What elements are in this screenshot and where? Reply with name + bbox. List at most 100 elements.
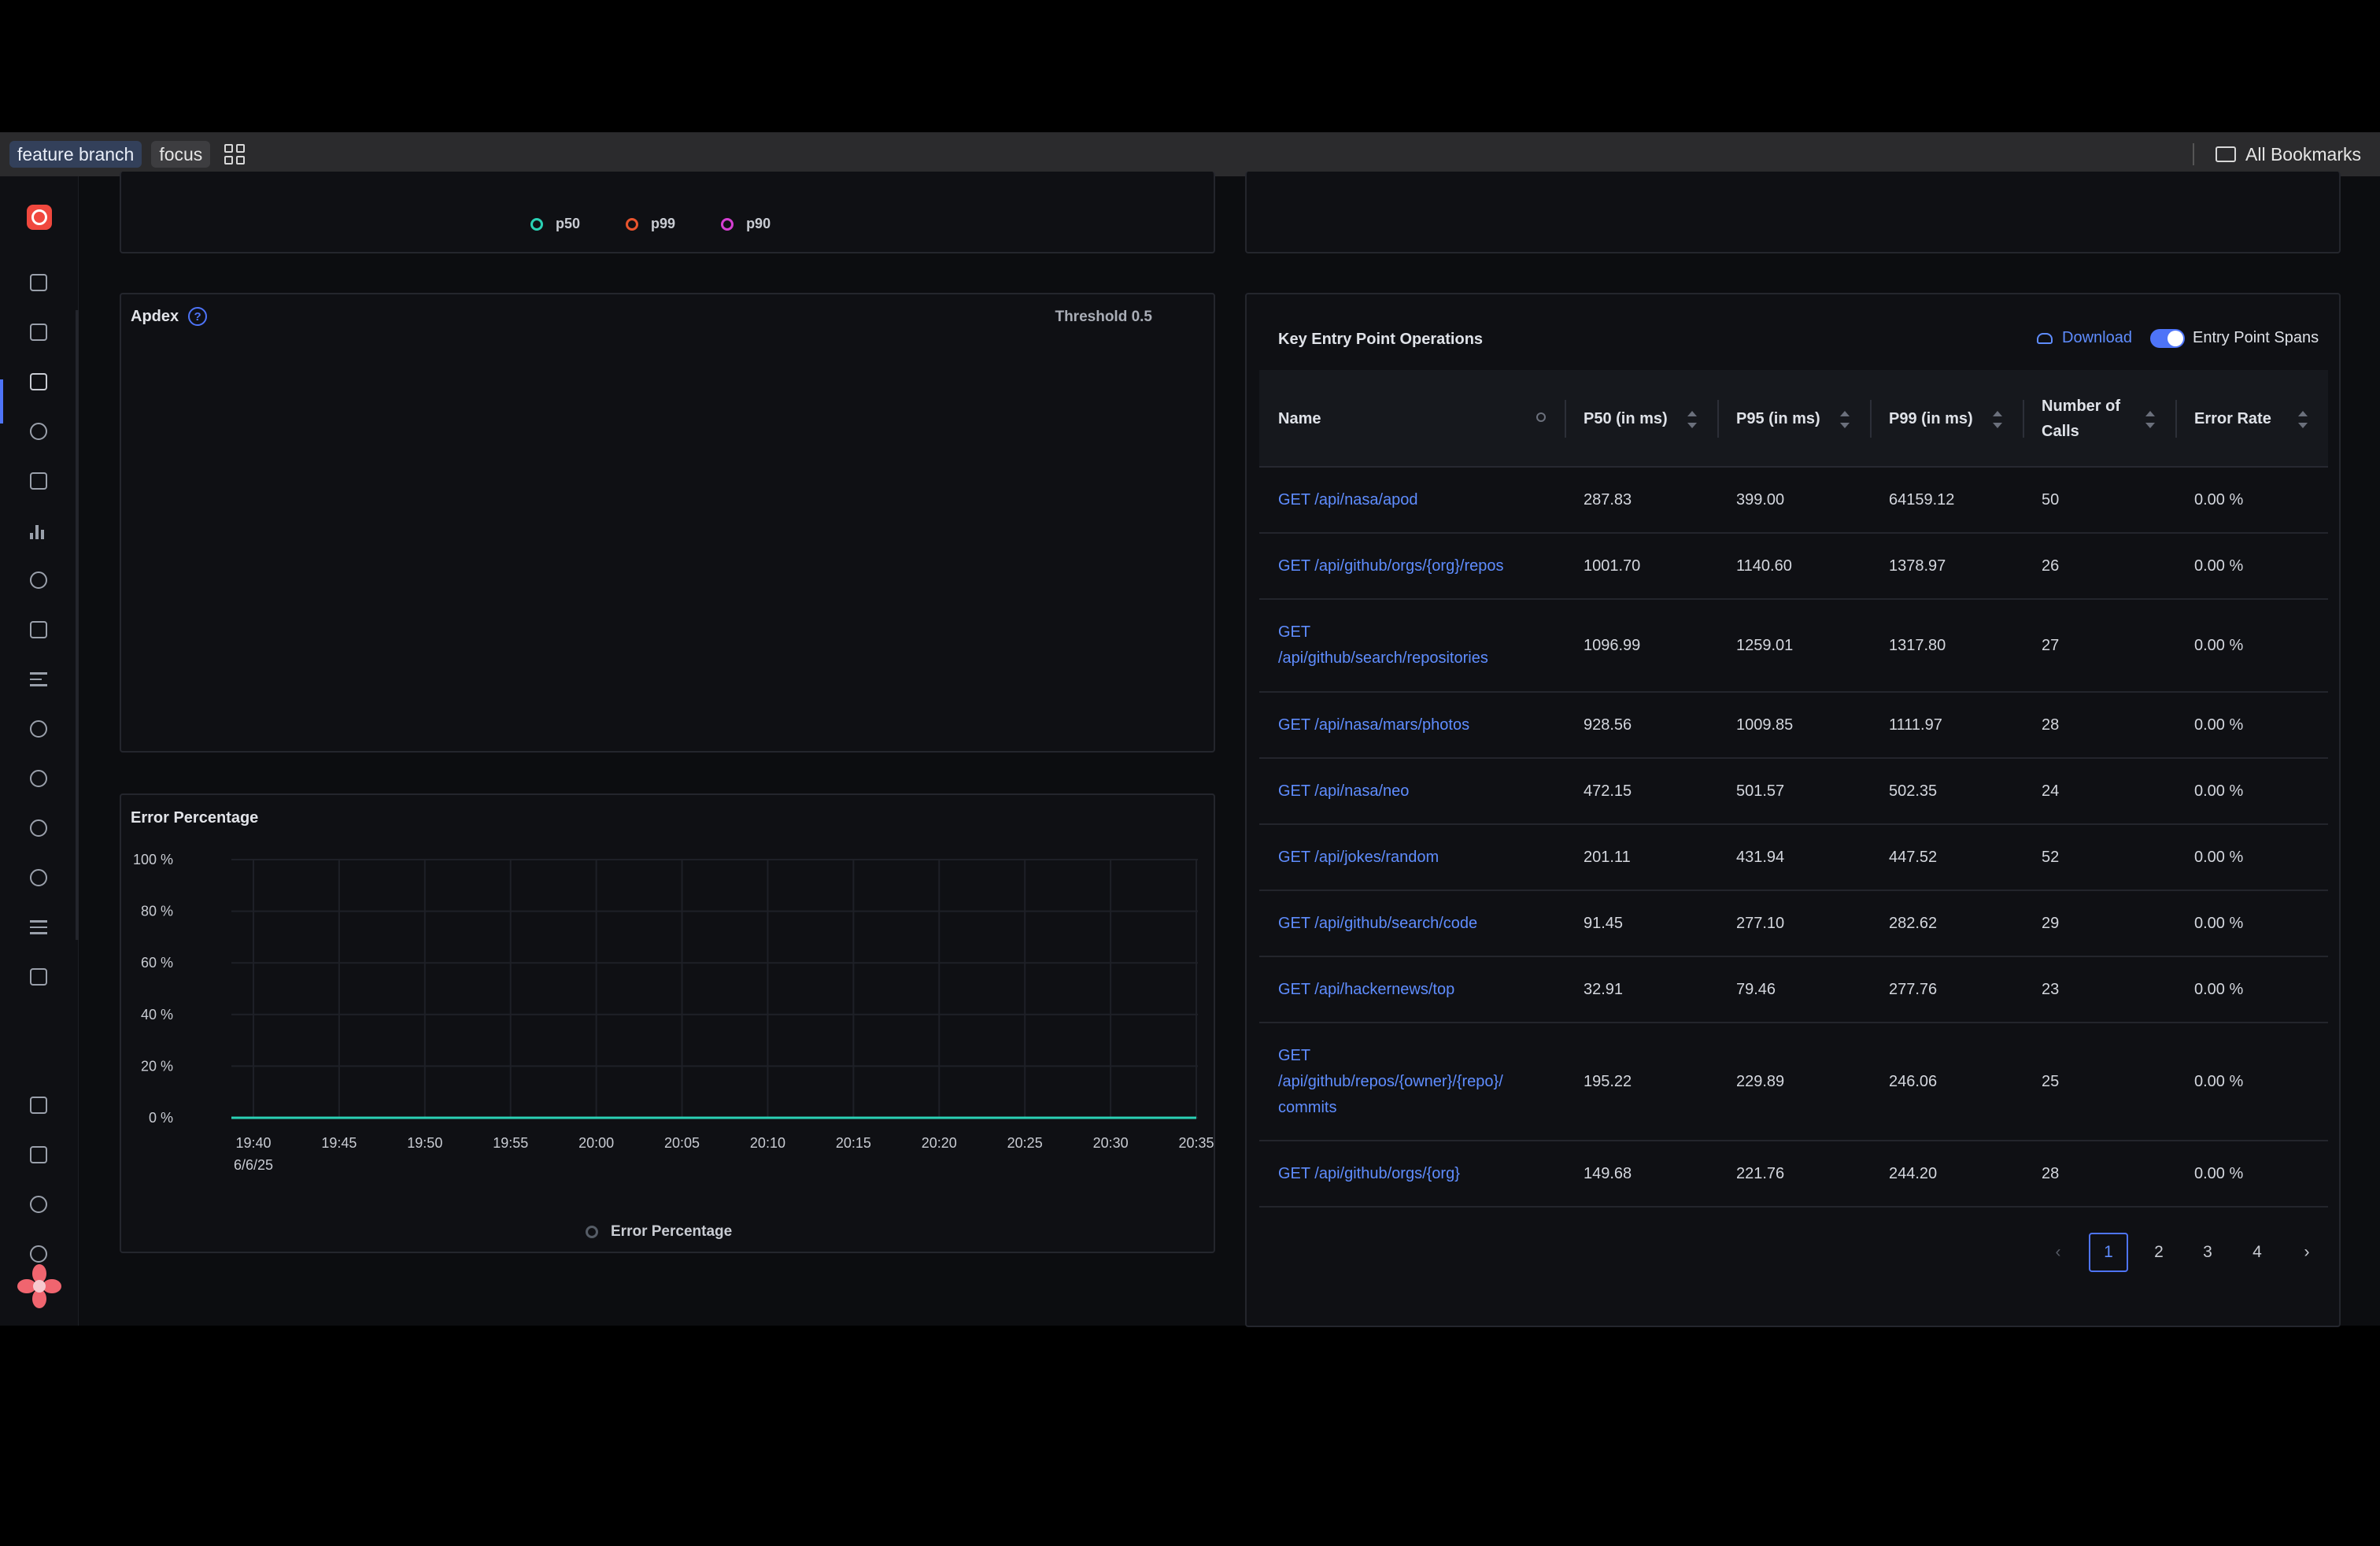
integrations-icon[interactable] — [27, 568, 50, 592]
invite-user-icon[interactable] — [27, 1193, 50, 1216]
account-icon[interactable] — [27, 1242, 50, 1266]
operation-link[interactable]: GET /api/nasa/neo — [1278, 782, 1410, 800]
x-tick-label: 20:10 — [750, 1135, 785, 1151]
operation-link[interactable]: GET /api/nasa/mars/photos — [1278, 716, 1470, 734]
app-logo-icon[interactable] — [27, 205, 52, 230]
col-p50[interactable]: P50 (in ms) — [1584, 409, 1668, 427]
flower-badge-icon — [17, 1264, 61, 1308]
x-tick-label: 19:50 — [407, 1135, 442, 1151]
col-name[interactable]: Name — [1278, 409, 1321, 427]
bug-icon[interactable] — [27, 866, 50, 890]
y-tick-label: 60 % — [141, 955, 173, 971]
legend-item-p99[interactable]: p99 — [626, 216, 675, 232]
cell-p99: 244.20 — [1889, 1164, 1938, 1182]
error-legend-label: Error Percentage — [611, 1223, 733, 1240]
sort-calls-icon[interactable] — [2145, 411, 2155, 428]
legend-item-p90[interactable]: p90 — [721, 216, 771, 232]
table-row[interactable]: GET /api/nasa/neo 472.15 501.57 502.35 24 0.0… — [1259, 759, 2328, 825]
operation-link[interactable]: GET /api/github/search/repositories — [1278, 623, 1488, 667]
apps-grid-icon[interactable] — [224, 144, 246, 165]
billing-icon[interactable] — [27, 965, 50, 989]
apdex-panel: Apdex ? Threshold 0.5 — [120, 293, 1215, 753]
cell-error: 0.00 % — [2194, 848, 2244, 866]
operations-title: Key Entry Point Operations — [1278, 331, 1484, 348]
col-number-of-calls[interactable]: Number of Calls — [2042, 398, 2120, 440]
cell-p95: 1009.85 — [1736, 716, 1794, 734]
cell-p50: 91.45 — [1584, 914, 1624, 932]
operation-link[interactable]: GET /api/nasa/apod — [1278, 490, 1418, 509]
error-legend-item[interactable]: Error Percentage — [586, 1223, 732, 1241]
col-error-rate[interactable]: Error Rate — [2194, 409, 2271, 427]
y-tick-label: 80 % — [141, 904, 173, 919]
cell-p99: 64159.12 — [1889, 490, 1955, 509]
table-row[interactable]: GET /api/jokes/random 201.11 431.94 447.52 5… — [1259, 825, 2328, 891]
home-icon[interactable] — [27, 320, 50, 344]
page-2[interactable]: 2 — [2154, 1243, 2164, 1261]
services-icon[interactable] — [27, 370, 50, 394]
operation-link[interactable]: GET /api/github/orgs/{org}/repos — [1278, 557, 1504, 575]
rocket-icon[interactable] — [27, 816, 50, 840]
table-row[interactable]: GET /api/github/search/code 91.45 277.10 28… — [1259, 891, 2328, 957]
latency-legend: p50 p99 p90 — [530, 216, 771, 232]
cell-calls: 50 — [2042, 490, 2060, 509]
operation-link[interactable]: GET /api/github/repos/{owner}/{repo}/ co… — [1278, 1046, 1503, 1116]
binoculars-icon[interactable] — [27, 717, 50, 741]
bookmark-focus[interactable]: focus — [151, 141, 211, 168]
layers-icon[interactable] — [27, 1093, 50, 1117]
sort-error-icon[interactable] — [2298, 411, 2308, 428]
all-bookmarks-button[interactable]: All Bookmarks — [2216, 132, 2361, 176]
alerts-icon[interactable] — [27, 767, 50, 790]
cube-icon[interactable] — [27, 271, 50, 294]
page-1[interactable]: 1 — [2089, 1233, 2128, 1272]
next-page-icon[interactable]: › — [2304, 1243, 2310, 1261]
table-row[interactable]: GET /api/github/orgs/{org} 149.68 221.76 24… — [1259, 1141, 2328, 1208]
search-icon[interactable] — [1536, 412, 1546, 422]
operation-link[interactable]: GET /api/jokes/random — [1278, 848, 1439, 866]
table-row[interactable]: GET /api/nasa/mars/photos 928.56 1009.85 11… — [1259, 693, 2328, 759]
sort-p95-icon[interactable] — [1840, 411, 1850, 428]
cell-p50: 1096.99 — [1584, 636, 1641, 654]
help-icon[interactable]: ? — [188, 307, 208, 326]
metrics-icon[interactable] — [27, 519, 50, 542]
cell-error: 0.00 % — [2194, 1072, 2244, 1090]
operation-link[interactable]: GET /api/github/orgs/{org} — [1278, 1164, 1460, 1182]
pipelines-icon[interactable] — [27, 915, 50, 939]
download-button[interactable]: Download — [2037, 329, 2132, 347]
table-row[interactable]: GET /api/nasa/apod 287.83 399.00 64159.12 50… — [1259, 468, 2328, 534]
dashboards-icon[interactable] — [27, 618, 50, 642]
x-tick-label: 20:25 — [1007, 1135, 1043, 1151]
logs-icon[interactable] — [27, 469, 50, 493]
entry-point-spans-toggle[interactable] — [2150, 329, 2185, 348]
traces-icon[interactable] — [27, 420, 50, 443]
cell-p50: 195.22 — [1584, 1072, 1632, 1090]
sidebar-scroll-rail — [76, 310, 79, 940]
col-p99[interactable]: P99 (in ms) — [1889, 409, 1973, 427]
prev-page-icon[interactable]: ‹ — [2055, 1243, 2061, 1261]
sort-p99-icon[interactable] — [1993, 411, 2002, 428]
bookmark-feature-branch[interactable]: feature branch — [9, 141, 142, 168]
table-row[interactable]: GET /api/github/search/repositories 1096.… — [1259, 600, 2328, 693]
table-row[interactable]: GET /api/github/repos/{owner}/{repo}/ co… — [1259, 1023, 2328, 1141]
sidebar-active-indicator — [0, 379, 3, 423]
operation-link[interactable]: GET /api/hackernews/top — [1278, 980, 1455, 998]
x-tick-label: 19:45 — [321, 1135, 357, 1151]
operation-link[interactable]: GET /api/github/search/code — [1278, 914, 1478, 932]
sort-p50-icon[interactable] — [1687, 411, 1697, 428]
cell-error: 0.00 % — [2194, 914, 2244, 932]
page-3[interactable]: 3 — [2203, 1243, 2212, 1261]
col-divider — [2175, 400, 2177, 438]
legend-item-p50[interactable]: p50 — [530, 216, 580, 232]
cell-p99: 1111.97 — [1889, 716, 1942, 734]
table-row[interactable]: GET /api/github/orgs/{org}/repos 1001.70 1… — [1259, 534, 2328, 600]
apdex-title: Apdex — [131, 307, 179, 325]
app-window: p50 p99 p90 Apdex ? Threshold 0.5 — [0, 172, 2380, 1327]
x-tick-label: 20:35 — [1178, 1135, 1214, 1151]
table-row[interactable]: GET /api/hackernews/top 32.91 79.46 277.76 2… — [1259, 957, 2328, 1023]
legend-p50-dot — [530, 217, 543, 231]
col-p95[interactable]: P95 (in ms) — [1736, 409, 1820, 427]
chat-icon[interactable] — [27, 1143, 50, 1167]
page-4[interactable]: 4 — [2252, 1243, 2262, 1261]
explorer-icon[interactable] — [27, 668, 50, 691]
table-header: Name P50 (in ms) P95 (in ms) P99 (in ms)… — [1259, 370, 2328, 468]
cell-p95: 501.57 — [1736, 782, 1785, 800]
